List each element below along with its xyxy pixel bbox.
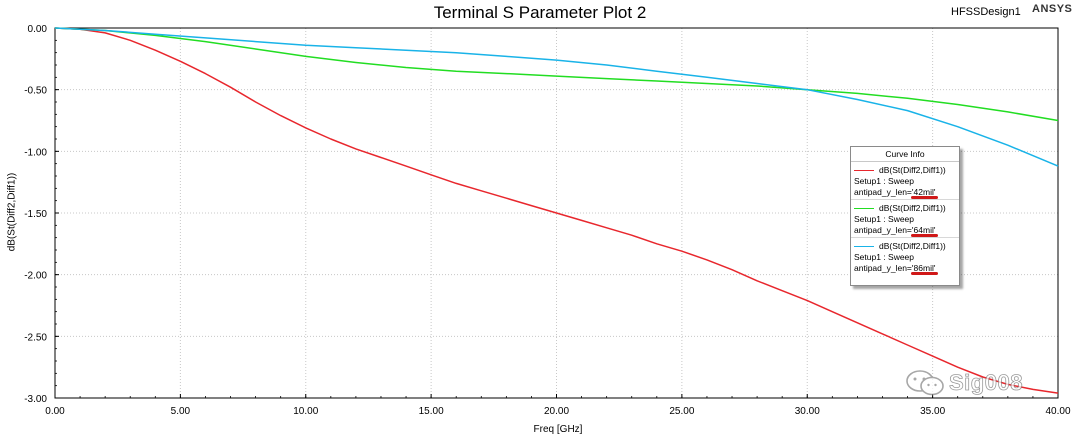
legend-param-value: 42mil	[910, 187, 939, 199]
y-tick-label: -1.50	[24, 209, 47, 220]
legend-entry-param: antipad_y_len='42mil'	[854, 187, 956, 199]
legend-title: Curve Info	[851, 147, 959, 162]
legend-entry-setup: Setup1 : Sweep	[854, 252, 915, 262]
x-tick-label: 15.00	[419, 406, 444, 417]
y-tick-label: -0.50	[24, 86, 47, 97]
x-tick-label: 30.00	[795, 406, 820, 417]
legend-swatch-green	[854, 207, 874, 209]
x-axis-label: Freq [GHz]	[533, 424, 583, 435]
legend-param-suffix: '	[933, 225, 936, 235]
legend-entry-86mil[interactable]: dB(St(Diff2,Diff1)) Setup1 : Sweep antip…	[851, 238, 959, 276]
y-tick-label: -1.00	[24, 147, 47, 158]
axis-ticks: 0.00 5.00 10.00 15.00 20.00 25.00 30.00 35.00 40…	[24, 24, 1071, 417]
y-tick-label: -2.50	[24, 332, 47, 343]
legend-param-suffix: '	[933, 263, 936, 273]
y-tick-label: 0.00	[28, 24, 48, 35]
legend-entry-setup: Setup1 : Sweep	[854, 214, 915, 224]
design-name: HFSSDesign1	[951, 6, 1021, 18]
x-tick-label: 40.00	[1045, 406, 1070, 417]
legend[interactable]: Curve Info dB(St(Diff2,Diff1)) Setup1 : …	[850, 146, 960, 286]
brand-logo: ANSYS	[1032, 3, 1073, 15]
legend-entry-param: antipad_y_len='86mil'	[854, 263, 956, 275]
series-line-64mil	[54, 27, 1059, 122]
y-axis-label: dB(St(Diff2,Diff1))	[6, 172, 18, 252]
x-tick-label: 20.00	[544, 406, 569, 417]
x-tick-label: 10.00	[293, 406, 318, 417]
y-tick-label: -3.00	[24, 394, 47, 405]
watermark: Sig008	[905, 370, 1023, 396]
legend-param-suffix: '	[933, 187, 936, 197]
series-line-42mil	[54, 27, 1059, 394]
x-tick-label: 5.00	[171, 406, 191, 417]
legend-entry-64mil[interactable]: dB(St(Diff2,Diff1)) Setup1 : Sweep antip…	[851, 200, 959, 238]
legend-param-prefix: antipad_y_len='	[854, 187, 914, 197]
x-tick-label: 35.00	[920, 406, 945, 417]
legend-entry-42mil[interactable]: dB(St(Diff2,Diff1)) Setup1 : Sweep antip…	[851, 162, 959, 200]
legend-param-value: 86mil	[910, 263, 939, 275]
legend-entry-name: dB(St(Diff2,Diff1))	[879, 241, 946, 251]
legend-entry-name: dB(St(Diff2,Diff1))	[879, 165, 946, 175]
x-tick-label: 25.00	[669, 406, 694, 417]
x-tick-label: 0.00	[45, 406, 65, 417]
watermark-text: Sig008	[949, 370, 1023, 396]
legend-entry-param: antipad_y_len='64mil'	[854, 225, 956, 237]
legend-param-prefix: antipad_y_len='	[854, 263, 914, 273]
series-lines	[54, 27, 1059, 394]
y-tick-label: -2.00	[24, 271, 47, 282]
legend-swatch-red	[854, 169, 874, 171]
legend-param-value: 64mil	[910, 225, 939, 237]
wechat-icon	[906, 370, 944, 396]
legend-entry-name: dB(St(Diff2,Diff1))	[879, 203, 946, 213]
chart-title: Terminal S Parameter Plot 2	[433, 3, 647, 22]
legend-entry-setup: Setup1 : Sweep	[854, 176, 915, 186]
legend-param-prefix: antipad_y_len='	[854, 225, 914, 235]
series-line-86mil	[54, 27, 1059, 167]
legend-swatch-blue	[854, 245, 874, 247]
